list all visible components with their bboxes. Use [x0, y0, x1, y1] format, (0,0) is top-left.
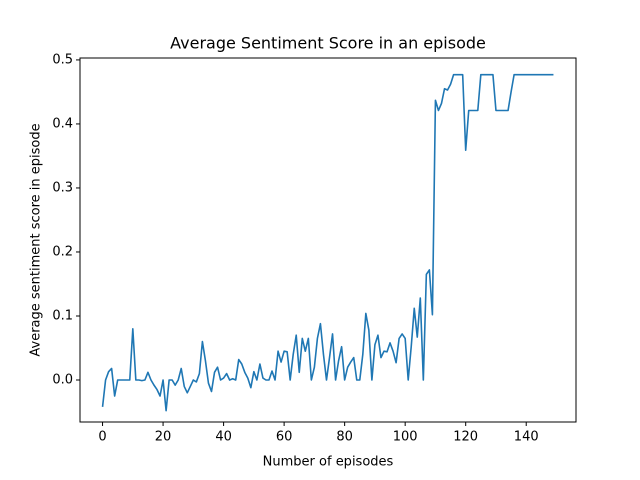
chart-title: Average Sentiment Score in an episode: [170, 34, 486, 53]
x-tick-label: 80: [336, 430, 353, 445]
x-tick-label: 120: [453, 430, 478, 445]
x-tick-label: 20: [155, 430, 172, 445]
y-tick-label: 0.4: [52, 116, 73, 131]
y-tick-label: 0.2: [52, 244, 73, 259]
y-axis-label: Average sentiment score in episode: [29, 123, 44, 356]
x-tick-label: 40: [215, 430, 232, 445]
y-tick-label: 0.0: [52, 373, 73, 388]
plot-frame: [79, 57, 577, 423]
x-tick-label: 0: [98, 430, 106, 445]
x-tick-label: 60: [276, 430, 293, 445]
x-tick-label: 100: [393, 430, 418, 445]
y-tick-label: 0.3: [52, 180, 73, 195]
x-axis-label: Number of episodes: [263, 455, 394, 470]
y-tick-label: 0.1: [52, 308, 73, 323]
y-tick-label: 0.5: [52, 52, 73, 67]
x-tick-label: 140: [514, 430, 539, 445]
data-line: [101, 73, 554, 412]
